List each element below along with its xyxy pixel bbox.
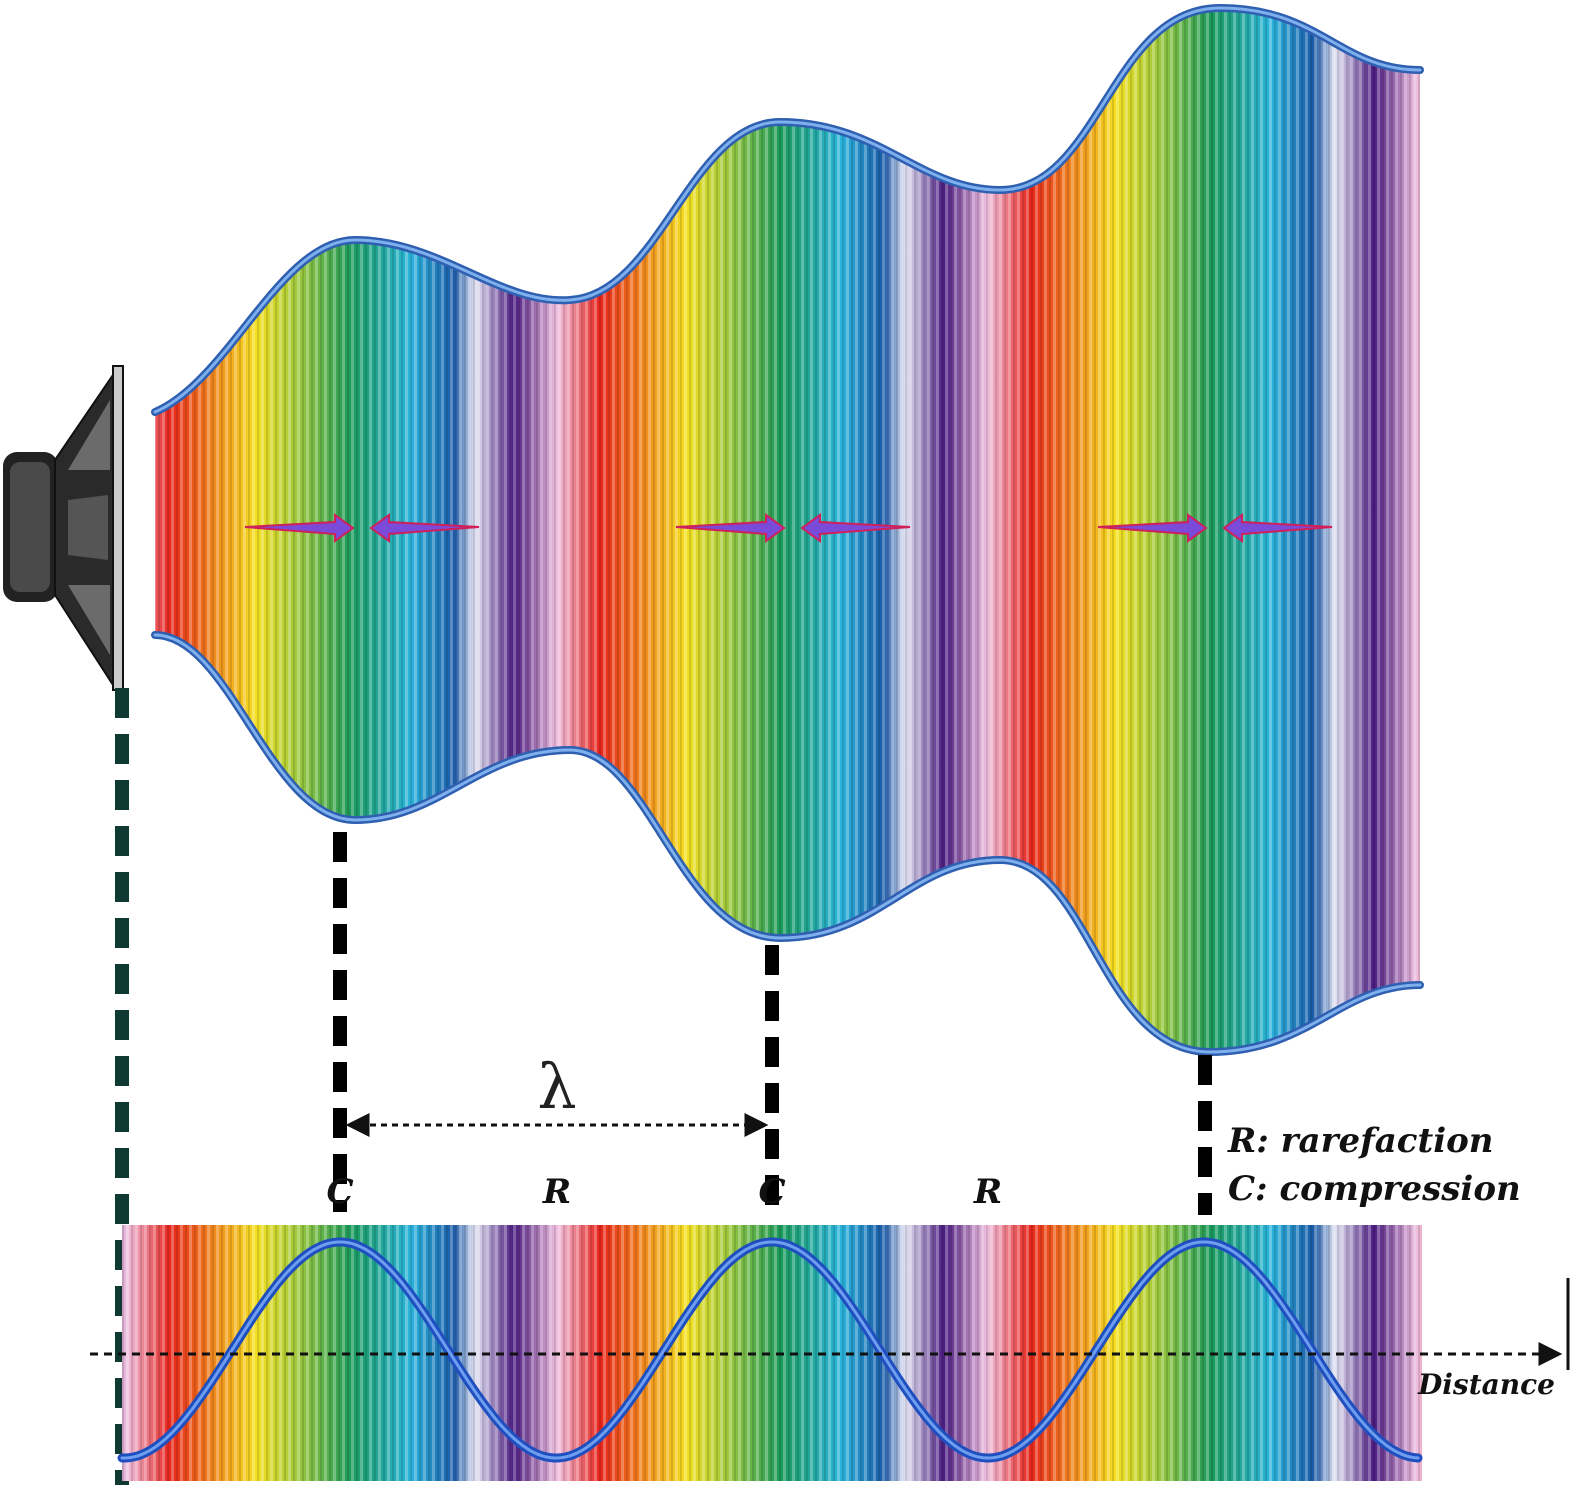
compression-arrow (1097, 513, 1208, 543)
envelope-top-highlight (153, 6, 1422, 414)
pressure-wave-highlight (120, 1240, 1420, 1460)
legend-entry: C: compression (1228, 1169, 1521, 1209)
speaker (3, 365, 124, 691)
wavelength-label: λ (537, 1050, 576, 1123)
compression-arrow (369, 513, 480, 543)
legend-entry: R: rarefaction (1227, 1121, 1494, 1161)
envelope-bottom-highlight (153, 633, 1422, 1054)
axis-label: Distance (1417, 1368, 1555, 1401)
compression-arrow (244, 513, 355, 543)
lower-band (122, 1225, 1422, 1481)
marker-label: C (326, 1172, 353, 1212)
marker-label: R (973, 1172, 1002, 1212)
marker-label: R (542, 1172, 571, 1212)
compression-arrow (1222, 513, 1333, 543)
compression-arrow (800, 513, 911, 543)
compression-arrows (244, 513, 1333, 543)
marker-label: C (758, 1172, 785, 1212)
compression-arrow (675, 513, 786, 543)
